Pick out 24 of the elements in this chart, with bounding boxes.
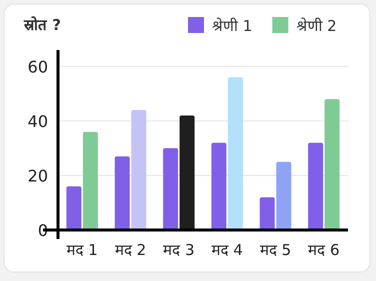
x-tick-label: मद 3 [163, 241, 194, 259]
y-tick-label: 60 [28, 57, 48, 76]
bar [131, 110, 146, 230]
y-tick-label: 40 [28, 112, 48, 131]
bar [211, 142, 226, 230]
bar [114, 156, 130, 230]
x-tick-label: मद 6 [308, 241, 340, 259]
y-tick-label: 20 [28, 166, 48, 186]
bar [276, 162, 292, 230]
legend-label: श्रेणी 1 [212, 17, 252, 35]
bar [228, 77, 243, 230]
legend-label: श्रेणी 2 [296, 17, 337, 35]
x-tick-label: मद 4 [212, 241, 243, 259]
x-tick-label: मद 5 [260, 241, 292, 259]
bar [260, 197, 275, 230]
bar [82, 132, 98, 230]
bar [308, 142, 324, 230]
x-tick-label: मद 2 [114, 241, 146, 259]
x-tick-label: मद 1 [66, 241, 98, 259]
bar [324, 99, 340, 230]
bar [66, 186, 82, 230]
chart-title: स्रोत ? [23, 16, 61, 34]
bar [180, 115, 195, 230]
bar [163, 148, 178, 230]
